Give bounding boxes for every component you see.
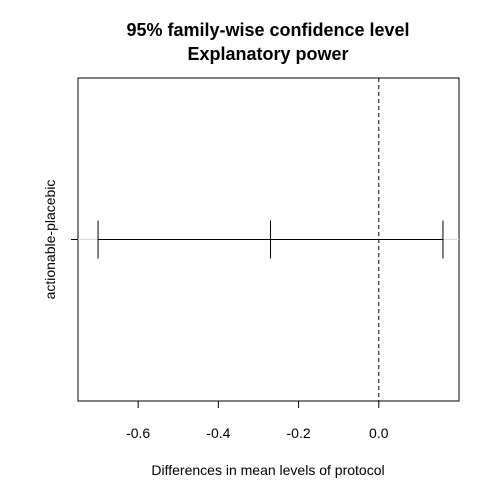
- x-tick-label: -0.6: [126, 425, 150, 441]
- chart-subtitle: Explanatory power: [187, 44, 348, 64]
- y-tick-label: actionable-placebic: [42, 180, 58, 300]
- chart-title: 95% family-wise confidence level: [126, 20, 409, 40]
- x-tick-label: -0.4: [206, 425, 230, 441]
- interval-layer: [78, 220, 459, 259]
- x-tick-label: 0.0: [369, 425, 389, 441]
- x-axis: -0.6 -0.4 -0.2 0.0: [126, 400, 389, 441]
- y-axis: actionable-placebic: [42, 180, 78, 300]
- x-tick-label: -0.2: [287, 425, 311, 441]
- x-axis-label: Differences in mean levels of protocol: [151, 462, 384, 478]
